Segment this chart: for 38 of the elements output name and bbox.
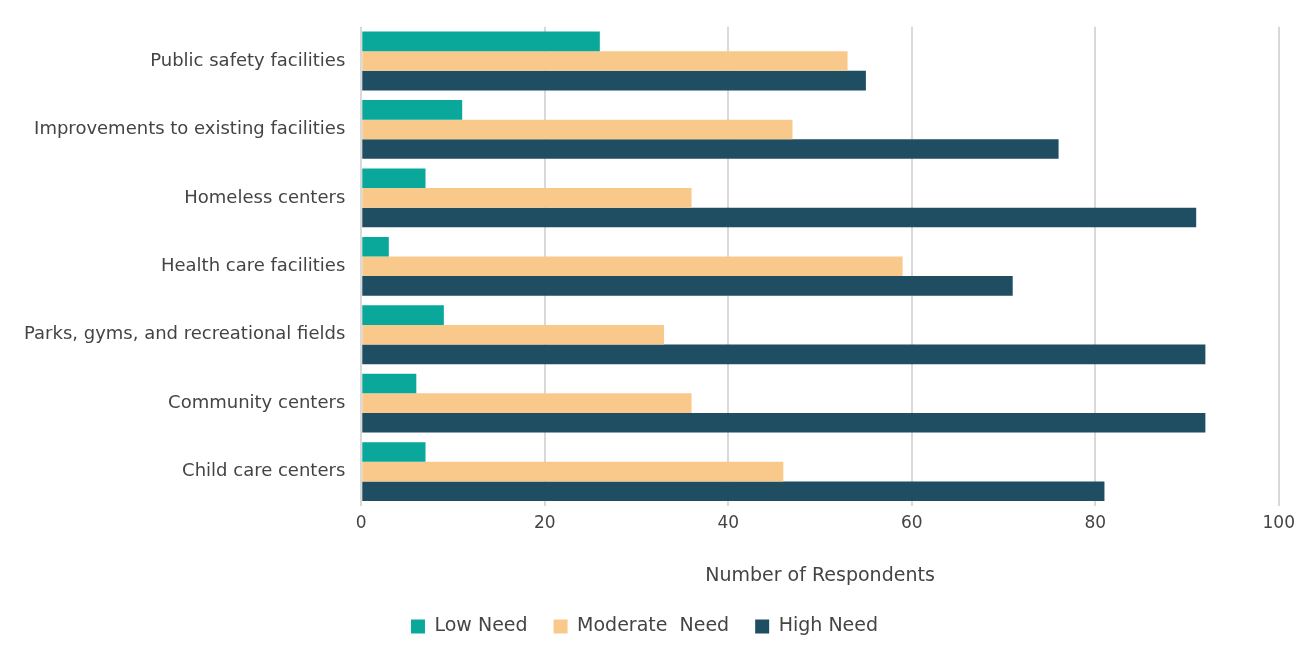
y-tick-label: Health care facilities bbox=[160, 253, 346, 275]
bar bbox=[362, 207, 1197, 228]
bar bbox=[362, 51, 848, 71]
bar bbox=[362, 324, 665, 345]
y-tick-label: Community centers bbox=[168, 390, 346, 412]
bar bbox=[362, 168, 426, 189]
x-tick-label: 0 bbox=[355, 512, 367, 533]
bar bbox=[362, 119, 793, 140]
bar bbox=[362, 305, 444, 325]
bar bbox=[362, 481, 1105, 502]
bar bbox=[362, 70, 866, 91]
legend-label: Low Need bbox=[434, 613, 528, 636]
y-tick-label: Child care centers bbox=[182, 459, 346, 481]
x-tick-label: 80 bbox=[1084, 512, 1107, 533]
bar bbox=[362, 344, 1206, 365]
x-axis-title: Number of Respondents bbox=[705, 562, 935, 585]
x-tick-label: 60 bbox=[900, 512, 923, 533]
bar bbox=[362, 373, 417, 394]
bar bbox=[362, 276, 1013, 296]
bar bbox=[362, 442, 426, 462]
bar bbox=[362, 461, 784, 482]
bar bbox=[362, 412, 1206, 433]
bar bbox=[362, 393, 692, 413]
bar bbox=[362, 256, 903, 277]
bar bbox=[362, 31, 600, 52]
y-tick-label: Improvements to existing facilities bbox=[34, 117, 346, 139]
y-tick-label: Homeless centers bbox=[184, 185, 346, 207]
legend-label: Moderate Need bbox=[577, 613, 730, 636]
bar bbox=[362, 236, 389, 257]
x-tick-label: 20 bbox=[533, 512, 556, 533]
y-tick-label: Public safety facilities bbox=[150, 48, 346, 70]
legend-label: High Need bbox=[778, 613, 879, 636]
y-tick-label: Parks, gyms, and recreational fields bbox=[23, 322, 346, 344]
x-tick-label: 100 bbox=[1262, 512, 1295, 533]
bar bbox=[362, 100, 463, 120]
x-tick-label: 40 bbox=[717, 512, 740, 533]
bar bbox=[362, 139, 1059, 159]
bar bbox=[362, 188, 692, 208]
